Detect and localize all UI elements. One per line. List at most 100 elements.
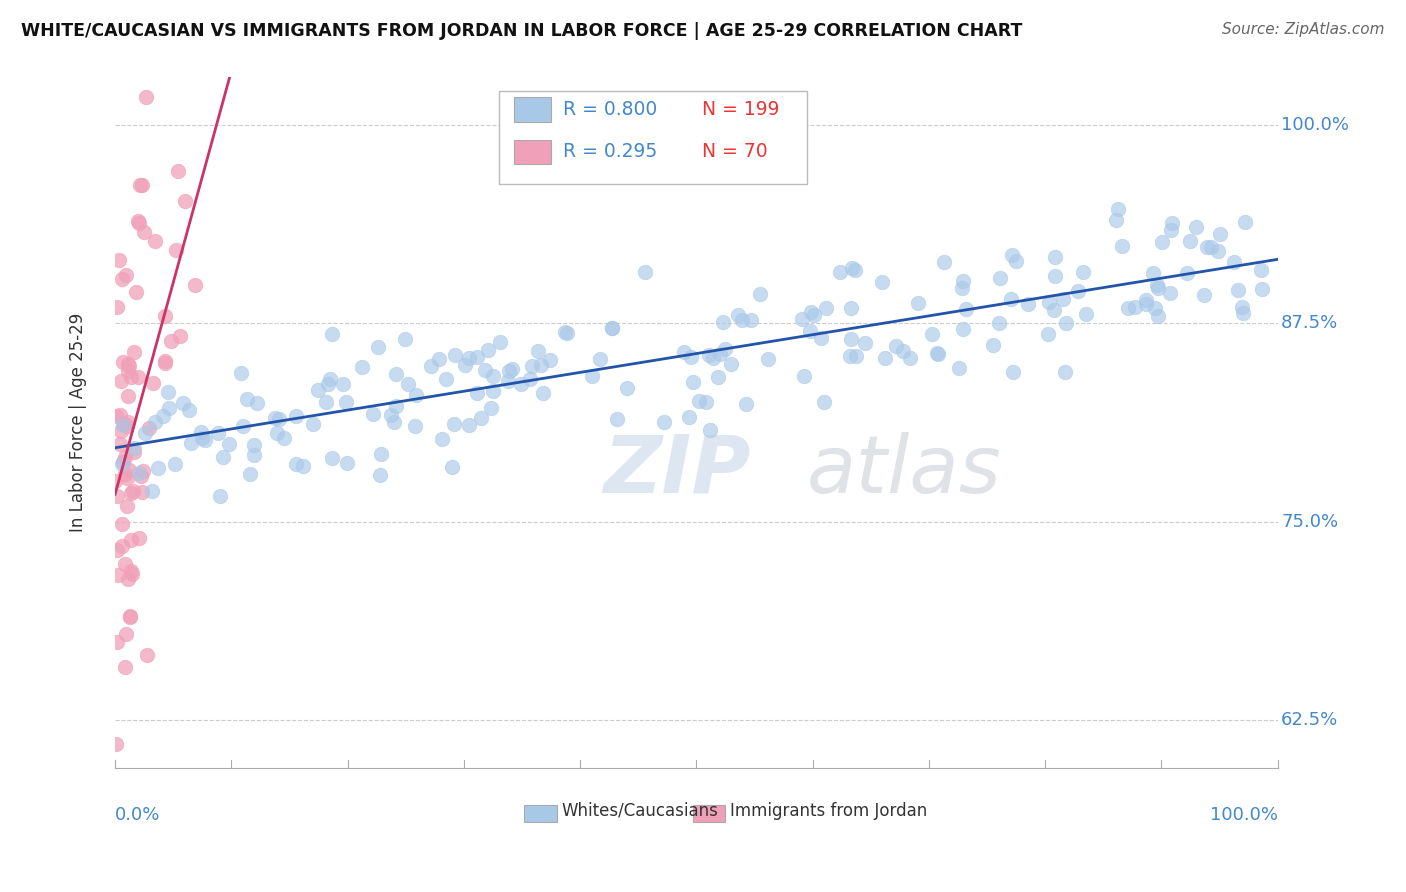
Point xyxy=(236,392,259,407)
Point xyxy=(1071,264,1094,278)
Text: WHITE/CAUCASIAN VS IMMIGRANTS FROM JORDAN IN LABOR FORCE | AGE 25-29 CORRELATION: WHITE/CAUCASIAN VS IMMIGRANTS FROM JORDA… xyxy=(21,22,1022,40)
Text: ZIP: ZIP xyxy=(603,432,751,510)
Point xyxy=(790,312,813,326)
Text: Whites/Caucasians: Whites/Caucasians xyxy=(561,802,718,820)
Point xyxy=(540,353,562,368)
Point xyxy=(1036,326,1059,341)
Point xyxy=(190,425,212,440)
Point xyxy=(952,322,974,336)
Point xyxy=(498,364,520,378)
Point xyxy=(1005,253,1028,268)
Point xyxy=(467,350,489,364)
Point xyxy=(142,376,165,391)
Point xyxy=(1192,287,1215,301)
Point xyxy=(934,255,956,269)
Point xyxy=(191,431,214,445)
Point xyxy=(110,424,132,438)
Point xyxy=(172,396,194,410)
Point xyxy=(177,402,200,417)
Point xyxy=(1043,268,1066,283)
Point xyxy=(120,564,142,578)
Point xyxy=(332,377,354,392)
Point xyxy=(1209,227,1232,242)
Point xyxy=(1223,255,1246,269)
Point xyxy=(184,278,207,293)
Point xyxy=(707,370,730,384)
Point xyxy=(125,285,148,299)
Point xyxy=(146,461,169,475)
Point xyxy=(434,372,457,386)
Point xyxy=(845,349,868,363)
Point xyxy=(697,348,720,362)
Point xyxy=(321,451,343,466)
Point xyxy=(1001,365,1024,379)
Point xyxy=(180,435,202,450)
Point xyxy=(405,388,427,402)
Point xyxy=(122,445,145,459)
Point xyxy=(427,351,450,366)
Point xyxy=(1161,216,1184,230)
Point xyxy=(1185,219,1208,234)
Point xyxy=(474,362,496,376)
Point xyxy=(875,351,897,365)
Point xyxy=(105,543,128,558)
Point xyxy=(581,369,603,384)
Point xyxy=(243,449,266,463)
Text: Immigrants from Jordan: Immigrants from Jordan xyxy=(730,802,928,820)
Point xyxy=(839,301,862,315)
Point xyxy=(143,234,166,248)
Point xyxy=(1017,297,1039,311)
Point xyxy=(350,360,373,375)
Point xyxy=(465,386,488,401)
Point xyxy=(720,357,742,371)
Point xyxy=(886,339,908,353)
Point xyxy=(1233,215,1256,229)
Point xyxy=(1147,281,1170,295)
Point xyxy=(105,489,128,503)
Point xyxy=(273,431,295,445)
Point xyxy=(131,485,153,500)
Point xyxy=(554,326,576,340)
Point xyxy=(118,463,141,477)
Point xyxy=(163,458,186,472)
Point xyxy=(114,467,136,482)
Point xyxy=(131,178,153,192)
Point xyxy=(321,327,343,342)
Point xyxy=(396,377,419,392)
Point xyxy=(152,409,174,423)
Point xyxy=(143,415,166,429)
Point xyxy=(740,313,762,327)
Point xyxy=(302,417,325,431)
Point xyxy=(841,332,863,346)
Text: R = 0.295: R = 0.295 xyxy=(562,143,657,161)
Point xyxy=(120,369,142,384)
Text: Source: ZipAtlas.com: Source: ZipAtlas.com xyxy=(1222,22,1385,37)
Point xyxy=(501,361,523,376)
Point xyxy=(443,348,465,362)
Text: atlas: atlas xyxy=(807,432,1001,510)
Point xyxy=(443,417,465,431)
Point xyxy=(531,385,554,400)
Point xyxy=(793,368,815,383)
Point xyxy=(519,372,541,386)
Point xyxy=(111,516,134,531)
Point xyxy=(115,627,138,641)
Point xyxy=(1074,306,1097,320)
Point xyxy=(1226,283,1249,297)
Point xyxy=(955,301,977,316)
Point xyxy=(479,401,502,415)
FancyBboxPatch shape xyxy=(499,91,807,185)
Point xyxy=(1107,202,1129,217)
Point xyxy=(285,458,308,472)
Point xyxy=(319,372,342,386)
Point xyxy=(291,459,314,474)
Point xyxy=(117,363,139,377)
Point xyxy=(108,409,131,423)
Point xyxy=(1111,239,1133,253)
Point xyxy=(194,433,217,447)
Point xyxy=(682,375,704,389)
Text: 100.0%: 100.0% xyxy=(1281,116,1348,134)
Text: 87.5%: 87.5% xyxy=(1281,314,1339,333)
Point xyxy=(714,343,737,357)
Point xyxy=(157,401,180,415)
